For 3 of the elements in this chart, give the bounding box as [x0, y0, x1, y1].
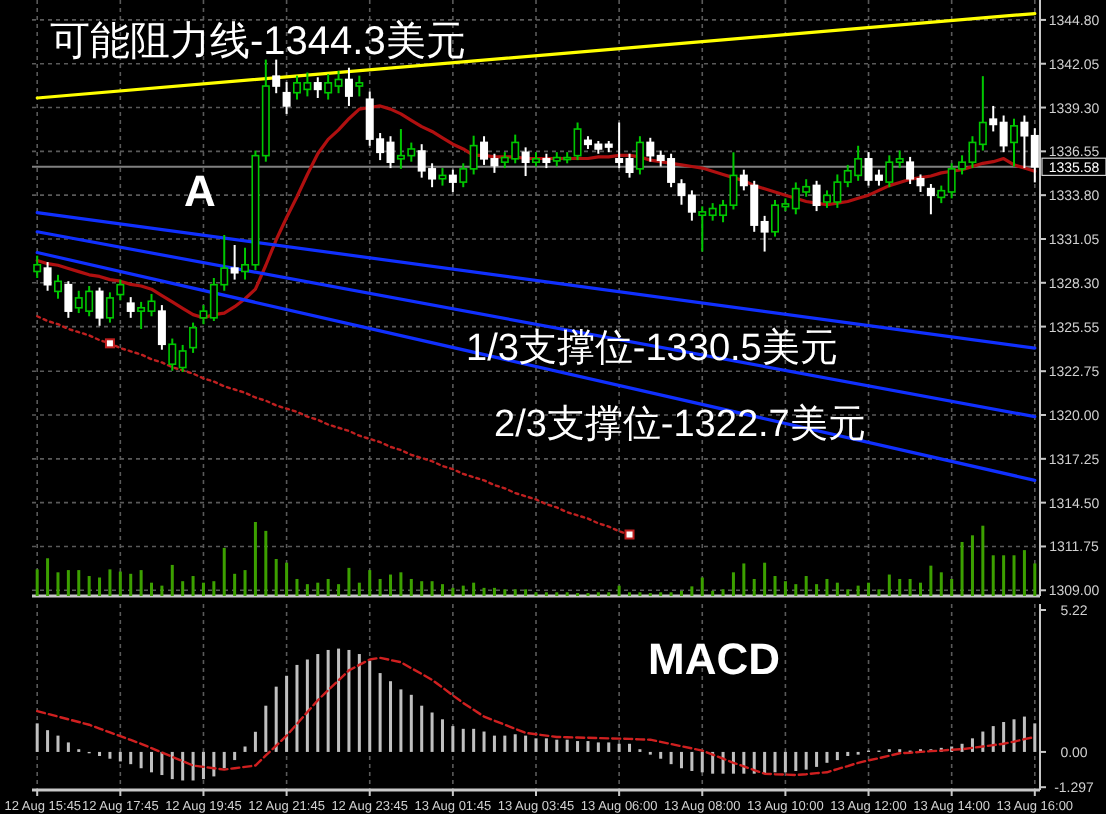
annotation: 可能阻力线-1344.3美元 — [50, 18, 466, 64]
annotation: A — [184, 166, 217, 216]
text: MACD — [648, 634, 780, 684]
